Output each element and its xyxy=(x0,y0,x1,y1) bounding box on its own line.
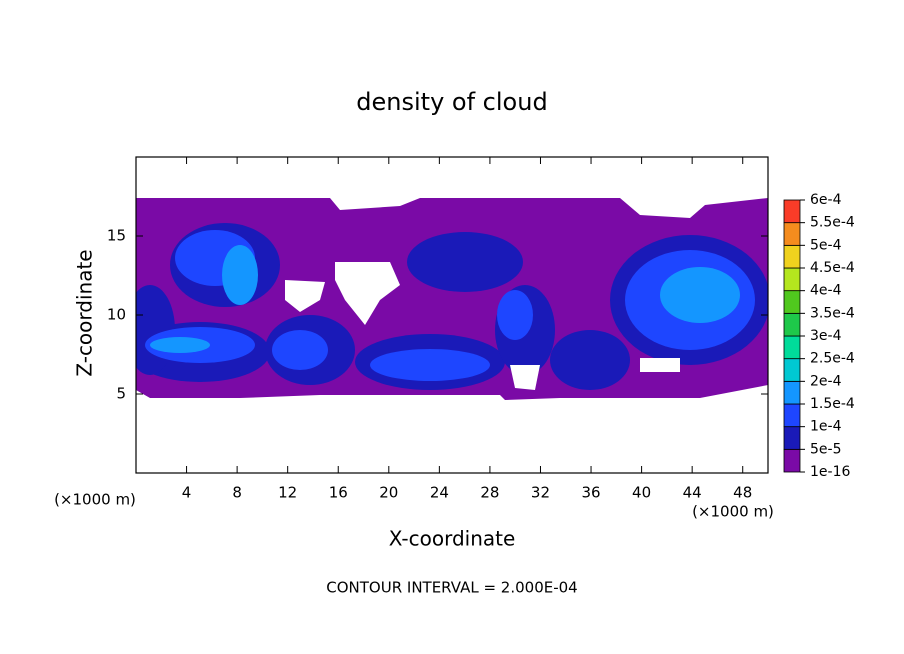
y-tick-label: 5 xyxy=(116,385,126,403)
field-gap xyxy=(640,358,680,372)
colorbar-box xyxy=(783,222,801,246)
colorbar-box xyxy=(783,312,801,337)
x-tick-label: 20 xyxy=(379,484,398,502)
colorbar-box xyxy=(783,380,801,405)
field-region xyxy=(222,245,258,305)
colorbar-label: 4e-4 xyxy=(810,283,842,299)
colorbar-label: 2e-4 xyxy=(810,373,842,389)
field-region xyxy=(272,330,328,370)
x-tick-label: 16 xyxy=(329,484,348,502)
field-region xyxy=(136,285,175,375)
x-tick-label: 36 xyxy=(581,484,600,502)
colorbar-box xyxy=(783,267,801,292)
colorbar-label: 5e-4 xyxy=(810,237,842,253)
colorbar-box xyxy=(783,358,801,382)
x-tick-label: 28 xyxy=(480,484,499,502)
field-region xyxy=(550,330,630,390)
colorbar-box xyxy=(783,403,801,428)
contour-field xyxy=(136,198,768,400)
x-unit: (×1000 m) xyxy=(692,503,774,521)
x-tick-label: 24 xyxy=(430,484,449,502)
x-tick-label: 44 xyxy=(683,484,702,502)
field-region xyxy=(407,232,523,292)
field-gap xyxy=(335,262,400,325)
colorbar-box xyxy=(783,335,801,360)
colorbar-label: 3e-4 xyxy=(810,328,842,344)
x-tick-label: 4 xyxy=(182,484,192,502)
colorbar-label: 1.5e-4 xyxy=(810,396,855,412)
colorbar-label: 2.5e-4 xyxy=(810,351,855,367)
colorbar-box xyxy=(783,244,801,269)
x-axis-label: X-coordinate xyxy=(389,527,516,551)
colorbar-box xyxy=(783,290,801,314)
y-axis-label: Z-coordinate xyxy=(73,249,97,376)
y-unit: (×1000 m) xyxy=(54,491,136,509)
y-tick-label: 10 xyxy=(107,306,126,324)
colorbar-label: 1e-4 xyxy=(810,419,842,435)
field-region xyxy=(370,349,490,381)
field-region xyxy=(150,337,210,353)
y-tick-label: 15 xyxy=(107,227,126,245)
x-tick-label: 48 xyxy=(733,484,752,502)
colorbar-label: 3.5e-4 xyxy=(810,305,855,321)
colorbar-label: 5e-5 xyxy=(810,441,841,457)
field-region xyxy=(660,267,740,323)
colorbar-label: 6e-4 xyxy=(810,192,842,208)
field-region xyxy=(497,290,533,340)
colorbar-box xyxy=(783,448,801,473)
x-tick-label: 12 xyxy=(278,484,297,502)
x-tick-label: 40 xyxy=(632,484,651,502)
x-tick-label: 32 xyxy=(531,484,550,502)
field-gap xyxy=(510,365,540,390)
colorbar-box xyxy=(783,426,801,450)
footer: CONTOUR INTERVAL = 2.000E-04 xyxy=(326,579,577,597)
field-gap xyxy=(285,280,325,312)
colorbar-label: 5.5e-4 xyxy=(810,215,855,231)
colorbar-label: 1e-16 xyxy=(810,464,850,480)
colorbar-label: 4.5e-4 xyxy=(810,260,855,276)
chart-title: density of cloud xyxy=(356,88,547,116)
x-tick-label: 8 xyxy=(232,484,242,502)
colorbar-box xyxy=(783,199,801,224)
